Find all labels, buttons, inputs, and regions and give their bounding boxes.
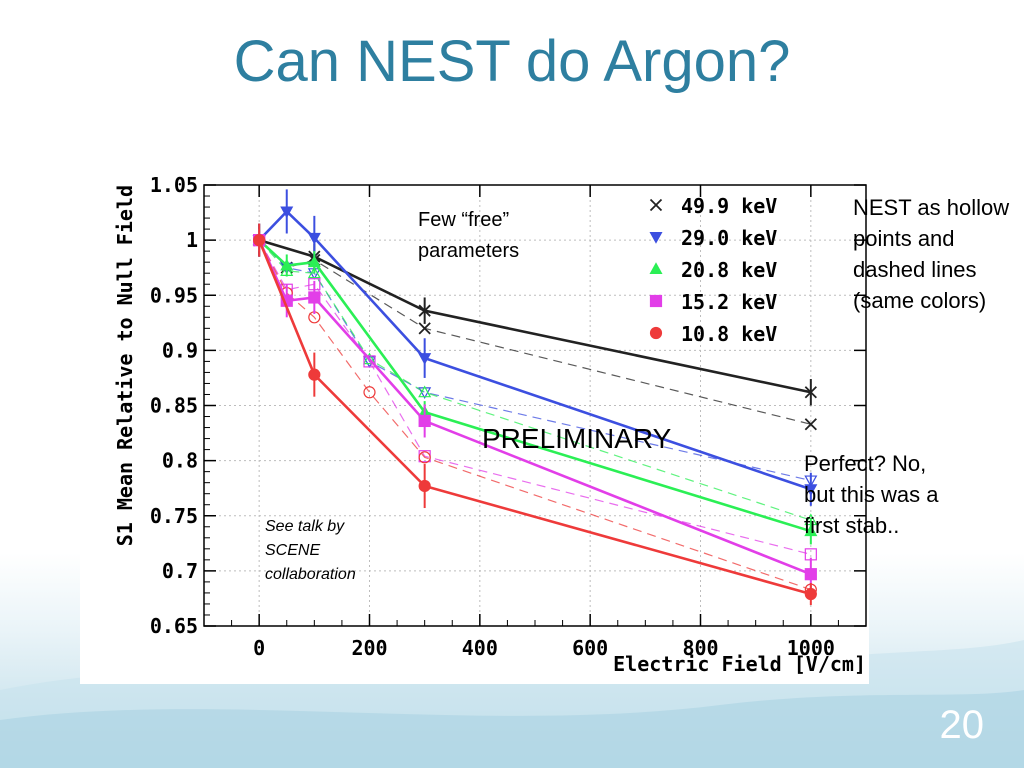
y-tick-label: 0.95 [150,283,198,307]
data-point [418,414,431,428]
data-point [804,484,818,497]
x-tick-label: 200 [351,636,387,660]
series-line-4 [257,239,812,596]
nest-point [363,386,376,399]
y-tick-label: 0.9 [162,338,198,362]
legend-marker [649,198,663,212]
nest-point [307,266,321,279]
nest-note: NEST as hollow points and dashed lines (… [853,195,1010,313]
data-point [280,206,294,219]
nest-point [363,355,376,368]
data-point [804,386,817,399]
x-tick-label: 400 [462,636,498,660]
data-point [418,304,431,317]
data-point [418,353,432,365]
x-tick-label: 600 [572,636,608,660]
x-axis-label: Electric Field [V/cm] [613,652,866,676]
perfect-note: Perfect? No, but this was a first stab.. [804,451,939,538]
plot-panel: 0.65 0.7 0.75 0.8 0.85 0.9 0.95 1 1.05 0 200 400 600… [80,157,869,684]
data-point [307,255,321,268]
y-tick-label: 1.05 [150,173,198,197]
y-tick-label: 0.75 [150,504,198,528]
free-params-annotation: Few “free” parameters [418,209,519,262]
data-point [418,479,431,493]
series-line-2 [258,239,812,533]
preliminary-label: PRELIMINARY [482,423,672,454]
chart: 0.65 0.7 0.75 0.8 0.85 0.9 0.95 1 1.05 0 200 400 600… [113,173,867,676]
legend-label: 15.2 keV [681,290,777,314]
x-tick-label: 1000 [787,636,835,660]
data-point [253,234,266,247]
x-tick-label: 800 [682,636,718,660]
data-point [804,568,817,581]
nest-point [362,352,377,365]
legend-label: 49.9 keV [681,194,777,218]
y-tick-label: 1 [186,228,198,252]
slide-title: Can NEST do Argon? [233,29,791,94]
legend-marker [649,294,663,308]
slide-number: 20 [939,703,985,747]
legend-marker [649,232,663,244]
nest-line-4 [258,239,812,591]
y-tick-label: 0.8 [162,449,198,473]
legend-label: 29.0 keV [681,226,777,250]
nest-line-2 [258,239,812,521]
y-tick-label: 0.85 [150,394,198,418]
legend-marker [649,326,663,340]
y-axis-label: S1 Mean Relative to Null Field [113,185,137,546]
legend-marker [649,262,663,274]
nest-point [418,451,431,464]
data-point [308,368,321,381]
scene-annotation: See talk by SCENE collaboration [265,518,356,583]
nest-point [418,322,431,335]
y-tick-label: 0.7 [162,559,198,583]
nest-point [418,385,432,398]
data-point [280,258,294,271]
series-line-0 [258,238,812,394]
data-point [307,232,321,245]
legend-label: 20.8 keV [681,258,777,282]
data-point [804,587,817,601]
x-tick-label: 0 [253,636,265,660]
legend-label: 10.8 keV [681,322,777,346]
y-tick-label: 0.65 [150,614,198,638]
nest-line-3 [258,239,811,555]
data-point [804,524,818,537]
data-point [308,291,321,304]
nest-point [804,418,817,431]
